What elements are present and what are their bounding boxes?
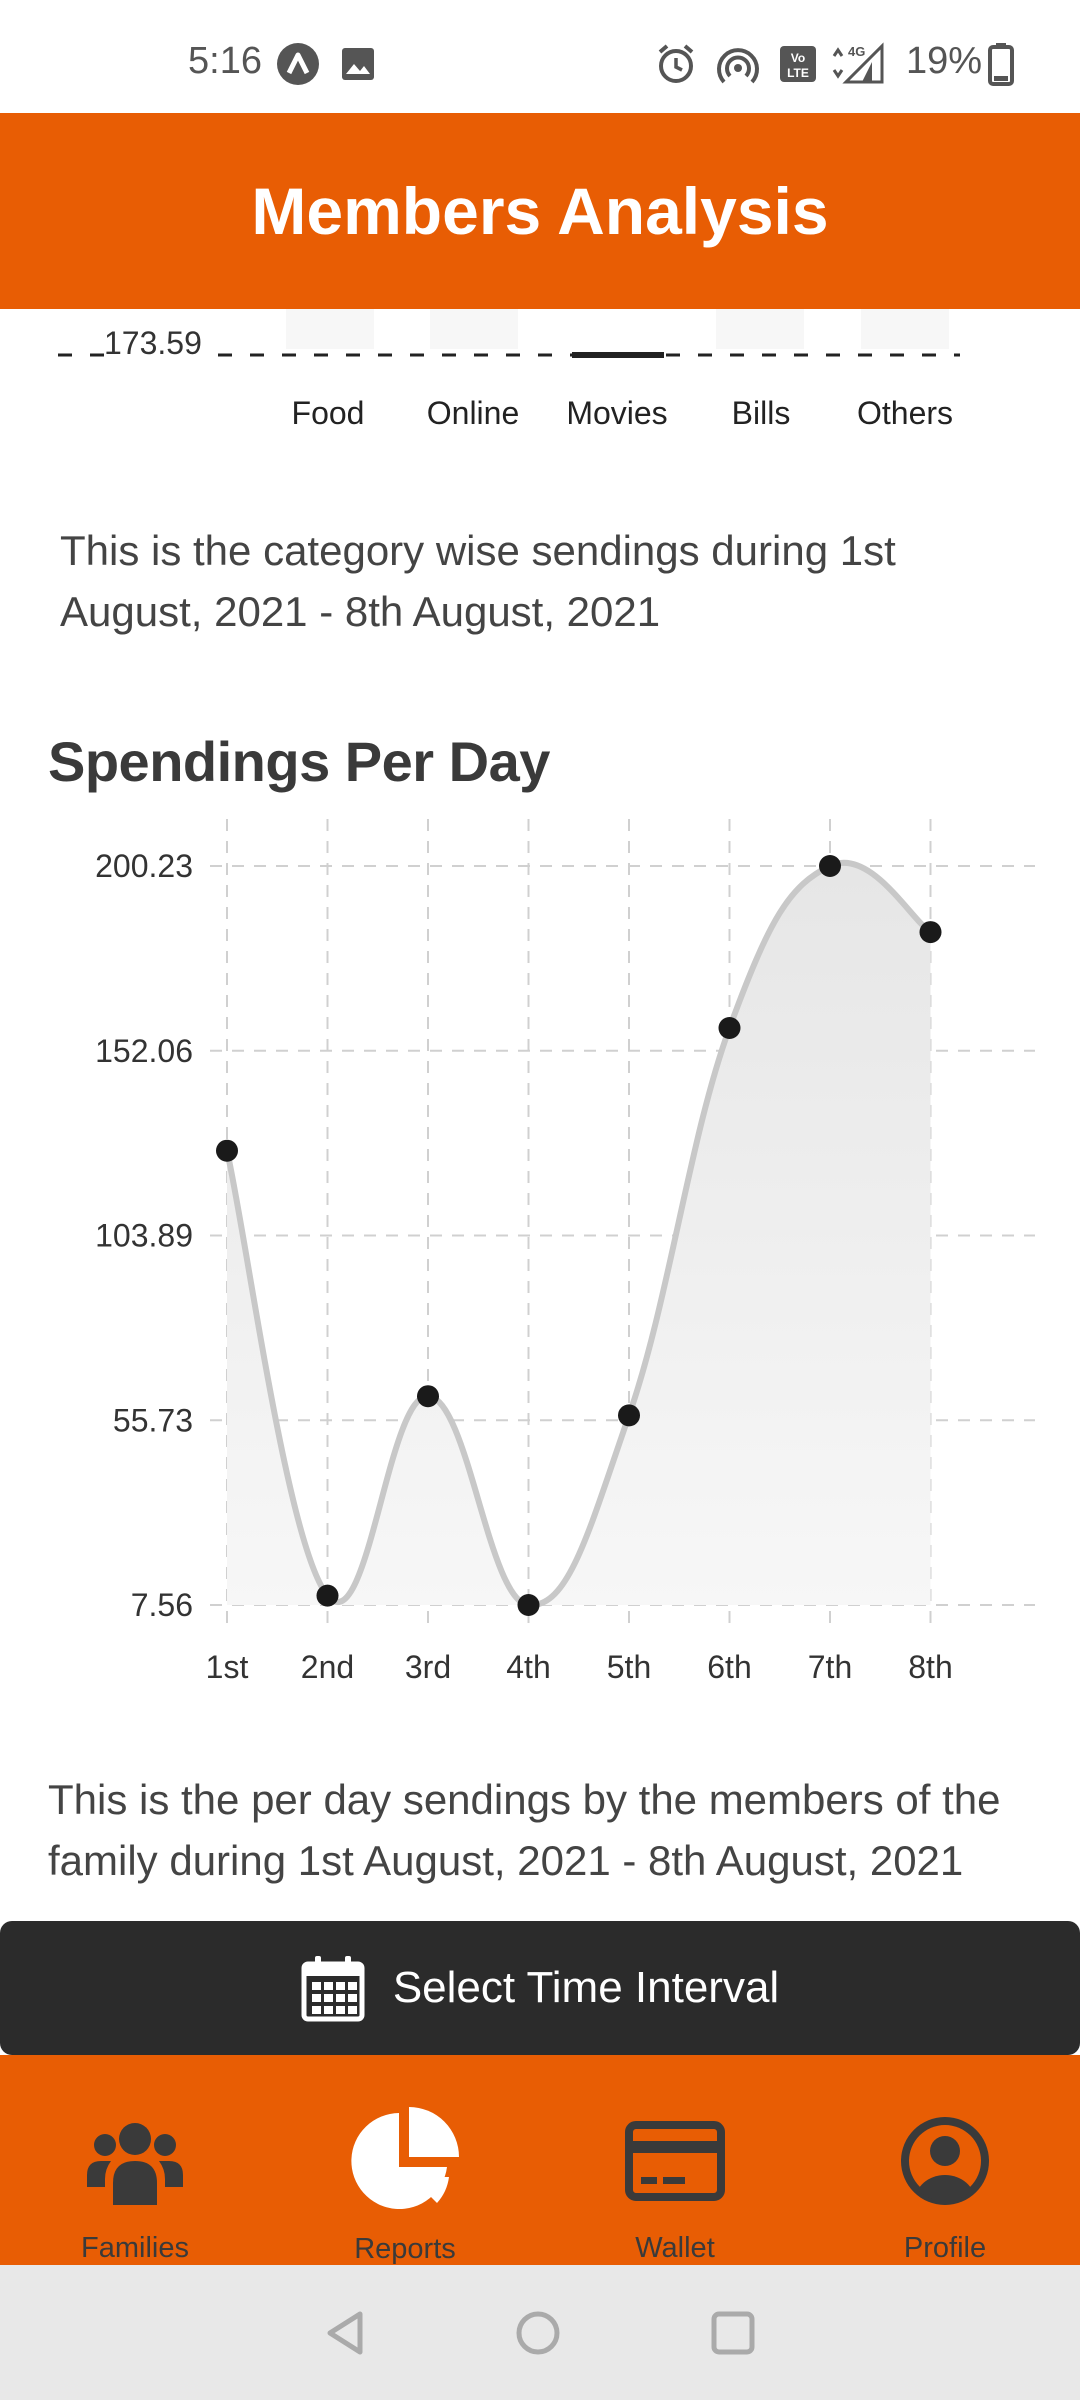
section-title: Spendings Per Day: [48, 730, 550, 793]
chart-data-point: [517, 1594, 540, 1616]
hotspot-icon: [717, 48, 759, 84]
nav-item-reports[interactable]: Reports: [270, 2055, 540, 2265]
home-icon[interactable]: [513, 2308, 563, 2358]
chart-data-point: [819, 855, 841, 877]
svg-text:LTE: LTE: [787, 66, 809, 80]
users-icon: [85, 2111, 185, 2210]
chart-y-tick-label: 103.89: [95, 1218, 193, 1254]
battery-icon: [988, 43, 1014, 86]
nav-item-profile[interactable]: Profile: [810, 2055, 1080, 2265]
nav-label-reports: Reports: [354, 2233, 456, 2265]
category-label: Movies: [566, 395, 668, 431]
chart-data-point: [919, 921, 942, 944]
spendings-line-chart: 200.23 152.06 103.89 55.73 7.56 1st 2nd 3rd 4th…: [95, 819, 1035, 1685]
battery-percent: 19%: [906, 40, 983, 82]
category-chart-gridline: [58, 309, 960, 358]
chart-x-tick-label: 7th: [808, 1649, 852, 1685]
chart-data-point: [618, 1404, 640, 1427]
chart-x-tick-label: 8th: [908, 1649, 952, 1685]
chart-y-tick-label: 200.23: [95, 848, 193, 884]
chart-x-tick-label: 2nd: [301, 1649, 354, 1685]
volte-icon: Vo LTE: [780, 46, 816, 82]
bottom-nav: Families Reports Wallet: [0, 2055, 1080, 2265]
status-bar: 5:16 Vo LTE 4G 19%: [0, 0, 1080, 113]
select-time-interval-label: Select Time Interval: [392, 1963, 780, 2012]
nav-label-families: Families: [81, 2232, 189, 2264]
pie-chart-icon: [349, 2107, 461, 2211]
svg-text:Vo: Vo: [791, 51, 805, 65]
nav-item-wallet[interactable]: Wallet: [540, 2055, 810, 2265]
chart-y-tick-label: 7.56: [131, 1587, 193, 1623]
app-header: Members Analysis: [0, 113, 1080, 309]
chart-data-point: [316, 1584, 339, 1607]
chart-x-tick-label: 3rd: [405, 1649, 451, 1685]
category-label: Bills: [731, 395, 791, 431]
status-time: 5:16: [188, 40, 262, 82]
chart-x-tick-label: 5th: [607, 1649, 651, 1685]
svg-text:4G: 4G: [848, 44, 865, 59]
category-y-tick: 173.59: [104, 325, 202, 362]
system-nav-bar: [0, 2265, 1080, 2400]
category-label: Others: [856, 395, 954, 431]
nav-label-profile: Profile: [903, 2232, 987, 2264]
per-day-description: This is the per day sendings by the memb…: [48, 1776, 1001, 1884]
nav-item-families[interactable]: Families: [0, 2055, 270, 2265]
select-time-interval-button[interactable]: Select Time Interval: [0, 1921, 1080, 2055]
nav-label-wallet: Wallet: [635, 2232, 715, 2264]
user-circle-icon: [897, 2111, 993, 2210]
chart-area-fill: [227, 862, 931, 1606]
chart-x-tick-label: 1st: [206, 1649, 249, 1685]
image-icon: [342, 48, 374, 80]
category-description: This is the category wise sendings durin…: [60, 527, 896, 635]
signal-4g-icon: 4G: [832, 42, 884, 84]
chart-data-point: [417, 1385, 439, 1408]
chart-data-point: [216, 1139, 238, 1162]
chart-x-tick-label: 6th: [707, 1649, 751, 1685]
alarm-icon: [658, 44, 694, 83]
calendar-icon: [301, 1954, 365, 2022]
chart-y-tick-label: 152.06: [95, 1033, 193, 1069]
credit-card-icon: [625, 2111, 725, 2210]
chart-y-tick-label: 55.73: [113, 1402, 193, 1438]
report-content[interactable]: 173.59 Food Online Movies Bills Others T…: [0, 309, 1080, 1921]
category-label: Food: [291, 395, 365, 431]
chart-x-tick-label: 4th: [506, 1649, 550, 1685]
page-title: Members Analysis: [251, 174, 829, 248]
back-icon[interactable]: [322, 2308, 368, 2358]
category-label: Online: [426, 395, 520, 431]
app-notification-icon: [277, 43, 319, 85]
recents-icon[interactable]: [708, 2308, 758, 2358]
chart-data-point: [718, 1016, 741, 1039]
